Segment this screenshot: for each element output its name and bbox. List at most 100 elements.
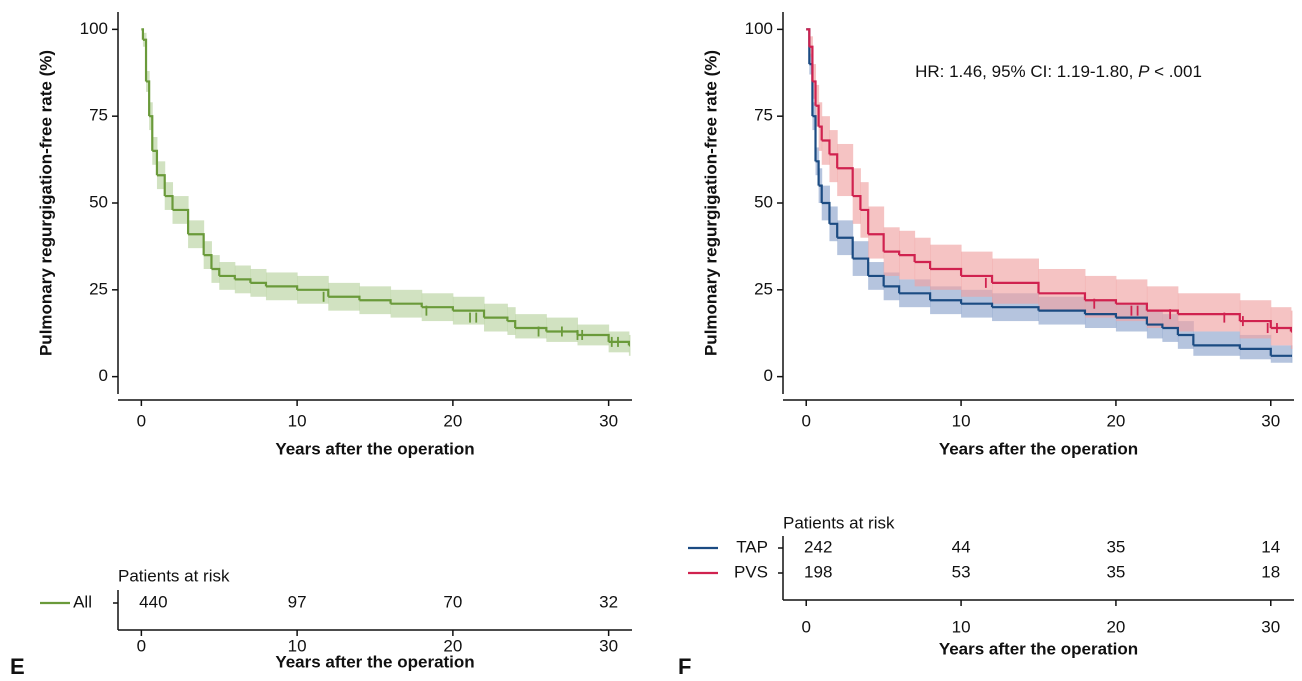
km-step bbox=[203, 253, 213, 269]
ci-band bbox=[992, 258, 1039, 304]
km-step bbox=[421, 306, 454, 311]
ci-band bbox=[961, 251, 993, 297]
km-step bbox=[930, 267, 963, 276]
km-step bbox=[152, 149, 159, 176]
ci-band bbox=[837, 143, 854, 197]
km-step bbox=[211, 267, 221, 276]
x-tick-label: 0 bbox=[801, 411, 810, 430]
y-axis-label: Pulmonary regurgigation-free rate (%) bbox=[701, 50, 720, 356]
y-tick-label: 50 bbox=[754, 192, 773, 211]
ci-band bbox=[1193, 331, 1241, 356]
km-step bbox=[1038, 309, 1087, 315]
risk-count: 242 bbox=[804, 537, 832, 556]
km-step bbox=[868, 274, 885, 287]
x-tick-label: 10 bbox=[288, 411, 307, 430]
km-step bbox=[914, 260, 932, 269]
km-step bbox=[829, 222, 839, 238]
risk-count: 198 bbox=[804, 562, 832, 581]
km-step bbox=[1239, 319, 1272, 329]
legend-label: PVS bbox=[734, 562, 768, 581]
x-tick-label: 30 bbox=[599, 411, 618, 430]
km-step bbox=[1038, 292, 1087, 301]
y-axis-label: Pulmonary regurgigation-free rate (%) bbox=[36, 50, 55, 356]
km-step bbox=[515, 326, 548, 332]
y-tick-label: 25 bbox=[754, 279, 773, 298]
risk-x-tick-label: 10 bbox=[288, 636, 307, 655]
km-step bbox=[328, 295, 361, 301]
panel-label: F bbox=[678, 654, 691, 679]
km-step bbox=[818, 125, 823, 141]
km-step bbox=[149, 115, 154, 151]
km-step bbox=[142, 38, 148, 82]
km-step bbox=[219, 274, 236, 280]
km-step bbox=[1177, 333, 1195, 346]
annotation-part: P bbox=[1138, 62, 1150, 81]
risk-x-tick-label: 20 bbox=[443, 636, 462, 655]
risk-count: 14 bbox=[1261, 537, 1280, 556]
km-step bbox=[992, 306, 1040, 311]
km-step bbox=[1162, 326, 1179, 335]
legend-label: TAP bbox=[736, 537, 768, 556]
x-axis-label: Years after the operation bbox=[275, 439, 474, 458]
km-step bbox=[1146, 309, 1179, 315]
km-step bbox=[1115, 302, 1148, 311]
km-step bbox=[141, 28, 145, 40]
risk-table-title: Patients at risk bbox=[118, 566, 230, 585]
km-step bbox=[265, 285, 299, 290]
ci-band bbox=[829, 130, 838, 183]
km-step bbox=[829, 153, 839, 169]
km-step bbox=[1115, 316, 1148, 325]
km-step bbox=[852, 257, 870, 276]
annotation: HR: 1.46, 95% CI: 1.19-1.80, P < .001 bbox=[915, 62, 1202, 81]
x-axis-label: Years after the operation bbox=[939, 439, 1138, 458]
km-step bbox=[390, 302, 423, 308]
risk-x-axis-label: Years after the operation bbox=[939, 639, 1138, 658]
km-step bbox=[146, 80, 151, 117]
ci-band bbox=[1146, 286, 1179, 329]
km-step bbox=[172, 208, 190, 235]
km-step bbox=[1193, 344, 1241, 349]
km-step bbox=[883, 250, 901, 256]
ci-band bbox=[1038, 268, 1086, 311]
y-tick-label: 50 bbox=[89, 192, 108, 211]
km-step bbox=[812, 80, 817, 106]
x-tick-label: 0 bbox=[137, 411, 146, 430]
ci-band bbox=[1239, 300, 1272, 339]
km-step bbox=[930, 299, 963, 304]
km-step bbox=[815, 160, 820, 186]
ci-band bbox=[930, 244, 962, 290]
km-step bbox=[868, 233, 885, 252]
ci-band bbox=[1239, 334, 1272, 360]
km-step bbox=[156, 174, 166, 197]
km-step bbox=[1177, 313, 1241, 322]
ci-band bbox=[1270, 345, 1292, 363]
risk-x-tick-label: 20 bbox=[1106, 617, 1125, 636]
x-tick-label: 20 bbox=[1106, 411, 1125, 430]
risk-x-axis-label: Years after the operation bbox=[275, 652, 474, 671]
risk-count: 35 bbox=[1106, 562, 1125, 581]
km-step bbox=[818, 184, 823, 203]
y-tick-label: 75 bbox=[754, 106, 773, 125]
km-step bbox=[1146, 323, 1164, 329]
km-step bbox=[837, 167, 854, 197]
km-step bbox=[815, 104, 820, 127]
risk-count: 97 bbox=[288, 592, 307, 611]
y-tick-label: 75 bbox=[89, 106, 108, 125]
annotation-part: < .001 bbox=[1149, 62, 1201, 81]
risk-x-tick-label: 0 bbox=[137, 636, 146, 655]
risk-x-tick-label: 0 bbox=[801, 617, 810, 636]
km-step bbox=[452, 309, 486, 318]
risk-count: 35 bbox=[1106, 537, 1125, 556]
km-step bbox=[821, 139, 831, 155]
ci-band bbox=[515, 314, 547, 339]
km-step bbox=[860, 208, 870, 235]
km-step bbox=[608, 340, 630, 346]
km-step bbox=[1084, 313, 1118, 318]
km-step bbox=[234, 278, 252, 283]
km-step bbox=[809, 45, 814, 82]
km-step bbox=[164, 194, 174, 210]
km-step bbox=[188, 233, 205, 256]
x-tick-label: 10 bbox=[952, 411, 971, 430]
km-step bbox=[821, 201, 831, 224]
